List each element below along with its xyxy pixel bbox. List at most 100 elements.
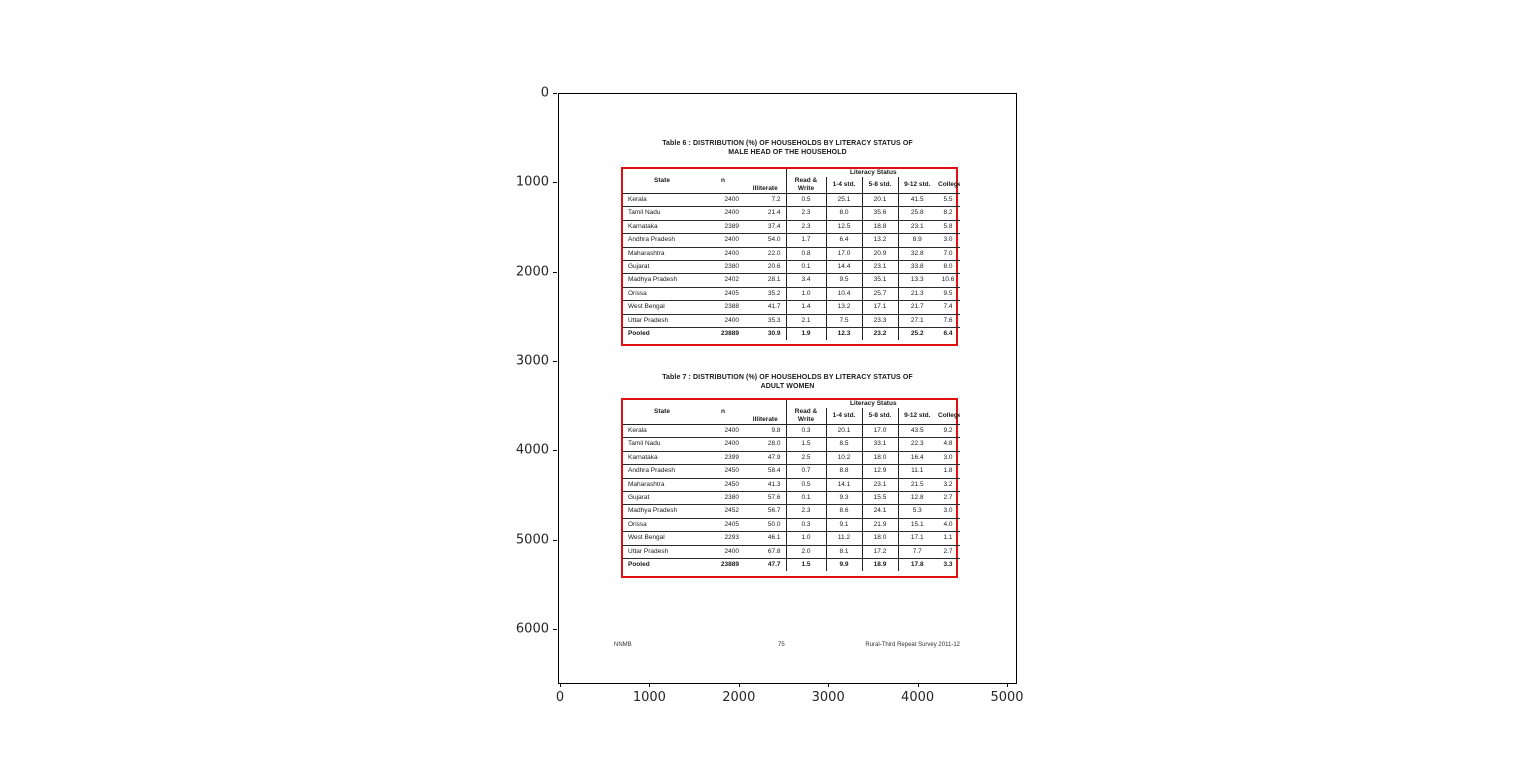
value-cell: 18.8 — [861, 220, 898, 235]
state-cell: Karnataka — [623, 451, 701, 466]
column-header: 1-4 std. — [825, 177, 862, 194]
x-tick-mark — [560, 683, 561, 687]
x-tick-mark — [738, 683, 740, 687]
column-header: 5-8 std. — [861, 177, 898, 194]
state-cell: Maharashtra — [623, 247, 701, 262]
value-cell: 17.2 — [861, 545, 898, 560]
value-cell: 10.2 — [825, 451, 862, 466]
value-cell: 2400 — [701, 545, 745, 560]
value-cell: 7.2 — [745, 193, 786, 208]
value-cell: 12.9 — [861, 464, 898, 479]
value-cell: 35.1 — [861, 273, 898, 288]
value-cell: 18.9 — [861, 558, 898, 572]
value-cell: 2400 — [701, 437, 745, 452]
value-cell: 2388 — [701, 300, 745, 315]
table-row: Andhra Pradesh 2400 54.0 1.7 6.4 13.2 8.9 3.0 — [623, 233, 961, 248]
table-row: Pooled 23889 47.7 1.5 9.9 18.9 17.8 3.3 — [623, 558, 960, 572]
value-cell: 21.5 — [897, 478, 936, 493]
table-row: Maharashtra 2450 41.3 0.5 14.1 23.1 21.5 3.2 — [623, 478, 961, 493]
value-cell: 3.0 — [936, 504, 961, 519]
footer-survey-name: Rural-Third Repeat Survey 2011-12 — [865, 642, 960, 648]
state-cell: Karnataka — [623, 220, 701, 235]
state-cell: Madhya Pradesh — [623, 504, 701, 519]
table7-red-frame: State n Illiterate Literacy Status Read & Wr… — [621, 398, 961, 578]
value-cell: 20.6 — [745, 260, 786, 275]
x-tick-label: 5000 — [990, 690, 1024, 705]
x-tick-mark — [1007, 683, 1008, 687]
table-row: Kerala 2400 7.2 0.5 25.1 20.1 41.5 5.5 — [623, 193, 961, 208]
value-cell: 15.5 — [861, 491, 898, 506]
value-cell: 16.4 — [897, 451, 936, 466]
y-tick-label: 2000 — [515, 264, 549, 280]
column-header: College — [936, 177, 961, 194]
table-row: Madhya Pradesh 2452 56.7 2.3 8.6 24.1 5.3 3.0 — [623, 504, 961, 519]
x-tick-mark — [917, 683, 919, 687]
value-cell: 22.3 — [897, 437, 936, 452]
table-row: West Bengal 2293 46.1 1.0 11.2 18.0 17.1 1.1 — [623, 531, 961, 546]
state-cell: Gujarat — [623, 491, 701, 506]
column-header: Read & Write — [785, 177, 826, 194]
state-cell: Andhra Pradesh — [623, 233, 701, 248]
value-cell: 1.5 — [785, 558, 826, 572]
value-cell: 2.3 — [785, 504, 826, 519]
column-header: n — [701, 400, 745, 425]
table6-title: Table 6 : DISTRIBUTION (%) OF HOUSEHOLDS… — [579, 139, 996, 157]
value-cell: 25.7 — [861, 287, 898, 302]
group-header: Literacy Status — [785, 169, 961, 177]
value-cell: 8.0 — [936, 260, 961, 275]
y-tick-label: 5000 — [515, 532, 549, 548]
value-cell: 9.1 — [825, 518, 862, 533]
value-cell: 17.0 — [825, 247, 862, 262]
table7-title: Table 7 : DISTRIBUTION (%) OF HOUSEHOLDS… — [579, 373, 996, 391]
value-cell: 25.1 — [825, 193, 862, 208]
value-cell: 0.8 — [785, 247, 826, 262]
value-cell: 5.8 — [936, 220, 961, 235]
value-cell: 7.7 — [897, 545, 936, 560]
table-row: Madhya Pradesh 2402 28.1 3.4 9.5 35.1 13.3 10.6 — [623, 273, 961, 288]
value-cell: 41.5 — [897, 193, 936, 208]
value-cell: 10.4 — [825, 287, 862, 302]
y-tick-mark — [553, 271, 557, 273]
value-cell: 43.5 — [897, 424, 936, 439]
state-cell: Andhra Pradesh — [623, 464, 701, 479]
value-cell: 2380 — [701, 491, 745, 506]
column-header: 9-12 std. — [897, 408, 936, 425]
value-cell: 0.1 — [785, 491, 826, 506]
y-tick-label: 0 — [540, 85, 549, 101]
value-cell: 2293 — [701, 531, 745, 546]
value-cell: 21.4 — [745, 206, 786, 221]
data-table: State n Illiterate Literacy Status Read & Wr… — [623, 169, 961, 341]
value-cell: 7.0 — [936, 247, 961, 262]
figure-axes: Table 6 : DISTRIBUTION (%) OF HOUSEHOLDS… — [558, 93, 1017, 684]
table7-title-line1: Table 7 : DISTRIBUTION (%) OF HOUSEHOLDS… — [662, 374, 913, 381]
table-row: Uttar Pradesh 2400 67.8 2.0 8.1 17.2 7.7 2.7 — [623, 545, 961, 560]
value-cell: 2400 — [701, 314, 745, 329]
value-cell: 22.0 — [745, 247, 786, 262]
table-row: Tamil Nadu 2400 28.0 1.5 8.5 33.1 22.3 4.8 — [623, 437, 961, 452]
table-row: Pooled 23889 30.9 1.9 12.3 23.2 25.2 6.4 — [623, 327, 960, 341]
column-header: Read & Write — [785, 408, 826, 425]
value-cell: 35.2 — [745, 287, 786, 302]
value-cell: 8.9 — [897, 233, 936, 248]
data-table: State n Illiterate Literacy Status Read & Wr… — [623, 400, 961, 572]
value-cell: 1.5 — [785, 437, 826, 452]
value-cell: 21.7 — [897, 300, 936, 315]
value-cell: 23.2 — [861, 327, 898, 341]
column-header: 9-12 std. — [897, 177, 936, 194]
x-tick-label: 1000 — [632, 690, 666, 705]
y-tick-mark — [553, 539, 557, 541]
value-cell: 12.5 — [825, 220, 862, 235]
y-tick-label: 1000 — [515, 174, 549, 190]
value-cell: 41.7 — [745, 300, 786, 315]
value-cell: 0.5 — [785, 193, 826, 208]
value-cell: 18.0 — [861, 451, 898, 466]
value-cell: 20.1 — [825, 424, 862, 439]
x-tick-mark — [649, 683, 651, 687]
value-cell: 23889 — [720, 330, 739, 338]
value-cell: 4.0 — [936, 518, 961, 533]
value-cell: 21.3 — [897, 287, 936, 302]
value-cell: 30.9 — [767, 330, 781, 338]
table-row: Orissa 2405 35.2 1.0 10.4 25.7 21.3 9.5 — [623, 287, 961, 302]
value-cell: 3.0 — [936, 451, 961, 466]
value-cell: 9.5 — [825, 273, 862, 288]
